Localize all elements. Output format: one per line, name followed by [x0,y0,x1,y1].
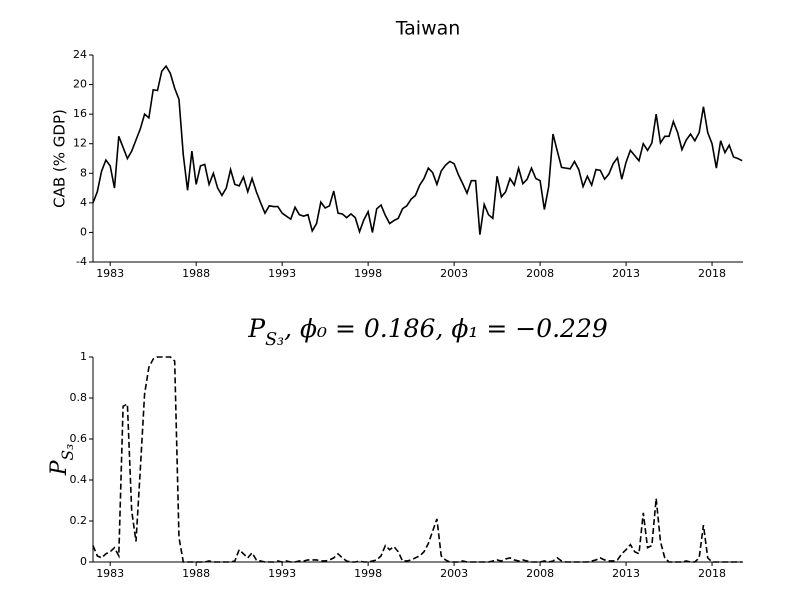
x-tick-label: 1988 [182,567,210,580]
plot: 0 0.2 0.4 0.6 0.8 1 1983 1988 1993 1998 2003 2008 20… [70,350,743,580]
plot: -4 0 4 8 12 16 20 24 1983 1988 1993 1998 2003 2008 201… [73,48,743,280]
x-tick-label: 1983 [96,567,124,580]
x-tick-label: 2008 [526,567,554,580]
chart-title-part: P [247,314,266,343]
x-tick-label: 1993 [268,567,296,580]
y-tick-label: 16 [73,107,87,120]
y-tick-label: 0.4 [70,473,88,486]
y-tick-label: 0 [80,225,87,238]
x-tick-label: 1993 [268,267,296,280]
y-tick-label: 0.8 [70,391,88,404]
x-tick-label: 2008 [526,267,554,280]
y-tick-label: 20 [73,78,87,91]
y-tick-label: 1 [80,350,87,363]
chart-title: Taiwan [395,18,461,40]
x-tick-label: 1998 [354,267,382,280]
y-tick-label: 0.2 [70,514,88,527]
data-line [92,356,743,563]
x-tick-label: 2018 [698,567,726,580]
y-tick-label: -4 [76,255,87,268]
x-tick-label: 2003 [440,267,468,280]
y-axis-label-part: S₃ [59,444,77,461]
data-line [92,64,743,235]
x-tick-label: 2013 [612,267,640,280]
chart-title-part: , ϕ₀ = 0.186, ϕ₁ = −0.229 [284,314,608,343]
y-axis-label: PS₃ [47,444,77,477]
x-tick-label: 1998 [354,567,382,580]
x-tick-label: 2018 [698,267,726,280]
y-tick-label: 12 [73,137,87,150]
y-tick-label: 0.6 [70,432,88,445]
chart-title-part: S₃ [265,330,284,350]
x-tick-label: 1983 [96,267,124,280]
y-tick-label: 8 [80,166,87,179]
y-axis-label-part: P [47,459,72,476]
x-tick-label: 2003 [440,567,468,580]
y-tick-label: 0 [80,555,87,568]
x-tick-label: 2013 [612,567,640,580]
y-tick-label: 24 [73,48,87,61]
y-tick-label: 4 [80,196,87,209]
x-tick-label: 1988 [182,267,210,280]
chart-title: PS₃, ϕ₀ = 0.186, ϕ₁ = −0.229 [247,314,608,350]
y-axis-label: CAB (% GDP) [51,109,69,208]
